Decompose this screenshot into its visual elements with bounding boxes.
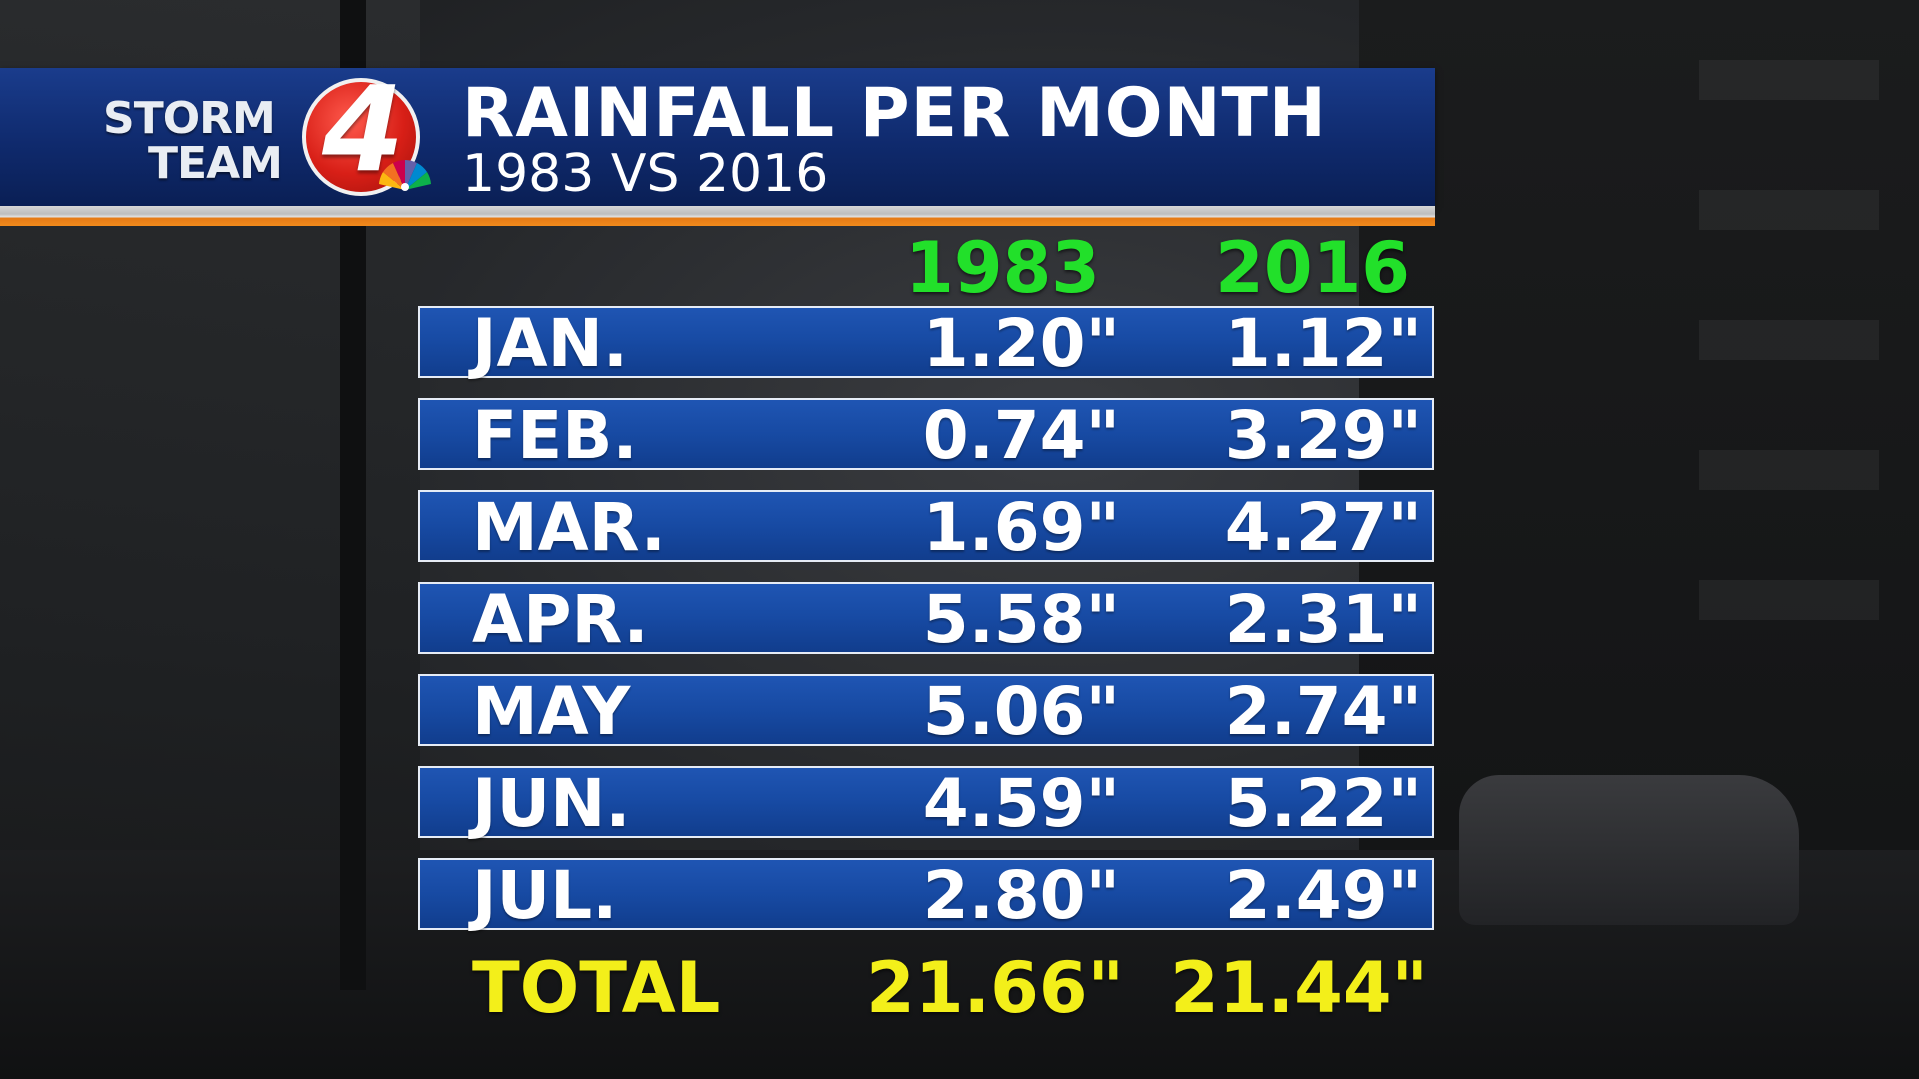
value-2016: 1.12" (1224, 305, 1422, 382)
table-row-mar: MAR. 1.69" 4.27" (418, 489, 1434, 566)
value-1983: 4.59" (922, 765, 1120, 842)
row-label: JUN. (472, 765, 631, 842)
value-2016: 2.49" (1224, 857, 1422, 934)
total-label: TOTAL (472, 947, 721, 1029)
value-1983: 5.06" (922, 673, 1120, 750)
total-1983: 21.66" (866, 947, 1124, 1029)
table-row-may: MAY 5.06" 2.74" (418, 673, 1434, 750)
value-2016: 4.27" (1224, 489, 1422, 566)
value-1983: 2.80" (922, 857, 1120, 934)
total-2016: 21.44" (1170, 947, 1428, 1029)
row-label: FEB. (472, 397, 638, 474)
row-label: APR. (472, 581, 649, 658)
value-1983: 1.20" (922, 305, 1120, 382)
table-row-feb: FEB. 0.74" 3.29" (418, 397, 1434, 474)
nbc-peacock-icon (379, 160, 431, 191)
value-1983: 5.58" (922, 581, 1120, 658)
background-car (1459, 775, 1799, 925)
table-row-total: TOTAL 21.66" 21.44" (418, 948, 1434, 1028)
table-row-apr: APR. 5.58" 2.31" (418, 581, 1434, 658)
background-windows (1699, 60, 1879, 660)
value-1983: 0.74" (922, 397, 1120, 474)
header-band (0, 68, 1435, 206)
chart-subtitle: 1983 VS 2016 (462, 144, 829, 204)
value-2016: 3.29" (1224, 397, 1422, 474)
value-2016: 5.22" (1224, 765, 1422, 842)
logo-word-team: TEAM (148, 138, 283, 189)
logo-word-storm: STORM (103, 93, 276, 144)
row-label: JUL. (472, 857, 618, 934)
table-row-jul: JUL. 2.80" 2.49" (418, 857, 1434, 934)
value-1983: 1.69" (922, 489, 1120, 566)
table-row-jan: JAN. 1.20" 1.12" (418, 305, 1434, 382)
row-label: MAR. (472, 489, 666, 566)
row-label: JAN. (472, 305, 628, 382)
table-row-jun: JUN. 4.59" 5.22" (418, 765, 1434, 842)
value-2016: 2.74" (1224, 673, 1422, 750)
column-header-1983: 1983 (905, 227, 1100, 309)
chart-title: RAINFALL PER MONTH (462, 74, 1327, 153)
row-label: MAY (472, 673, 631, 750)
header-stripe (0, 206, 1435, 226)
column-header-2016: 2016 (1215, 227, 1410, 309)
value-2016: 2.31" (1224, 581, 1422, 658)
